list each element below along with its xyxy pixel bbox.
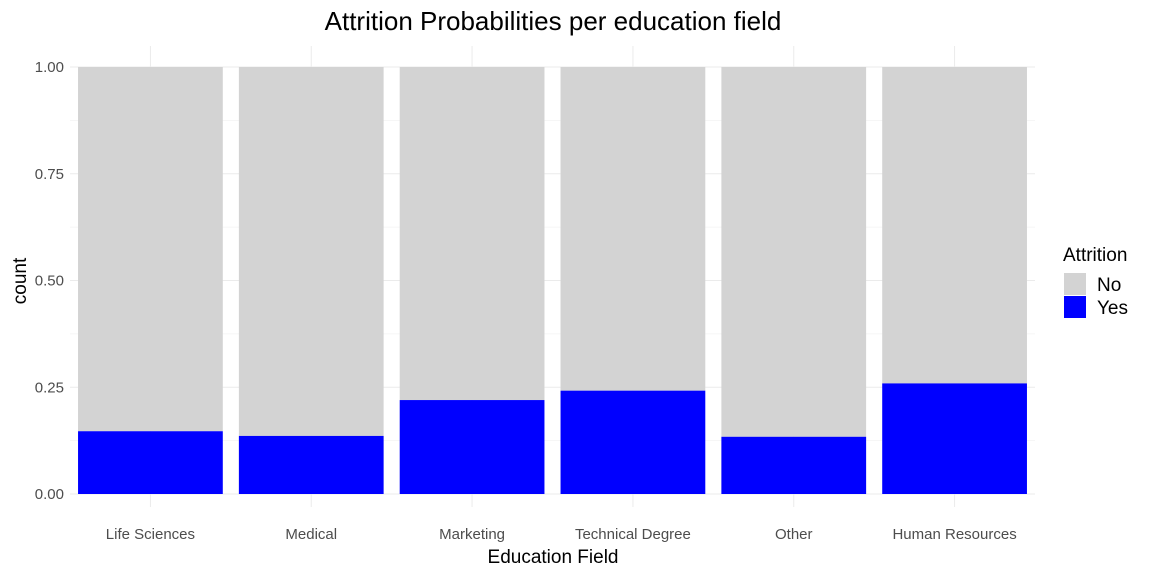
legend-title: Attrition bbox=[1063, 245, 1127, 266]
bars bbox=[78, 67, 1027, 494]
bar-yes-5 bbox=[882, 383, 1027, 494]
legend-label-no: No bbox=[1097, 275, 1121, 296]
x-tick-label: Marketing bbox=[439, 526, 505, 543]
bar-yes-4 bbox=[721, 436, 867, 494]
x-tick-label: Life Sciences bbox=[106, 526, 195, 543]
legend-label-yes: Yes bbox=[1097, 298, 1128, 319]
x-axis-ticks: Life Sciences Medical Marketing Technical D… bbox=[106, 526, 1017, 543]
bar-yes-3 bbox=[560, 390, 706, 494]
x-tick-label: Medical bbox=[285, 526, 337, 543]
bar-no-0 bbox=[78, 67, 223, 432]
bar-yes-1 bbox=[238, 435, 384, 494]
x-tick-label: Human Resources bbox=[892, 526, 1016, 543]
y-tick-label: 0.25 bbox=[35, 379, 64, 396]
y-axis-title: count bbox=[10, 257, 31, 304]
legend-key-yes bbox=[1064, 296, 1086, 318]
chart-title: Attrition Probabilities per education fi… bbox=[325, 6, 782, 36]
y-tick-label: 1.00 bbox=[35, 59, 64, 76]
x-axis-title: Education Field bbox=[488, 547, 619, 568]
bar-no-3 bbox=[560, 67, 706, 391]
y-tick-label: 0.75 bbox=[35, 166, 64, 183]
x-tick-label: Technical Degree bbox=[575, 526, 691, 543]
bar-no-2 bbox=[399, 67, 545, 401]
bar-yes-0 bbox=[78, 431, 223, 494]
y-tick-label: 0.50 bbox=[35, 273, 64, 290]
x-tick-label: Other bbox=[775, 526, 813, 543]
y-axis-ticks: 0.00 0.25 0.50 0.75 1.00 bbox=[35, 59, 64, 503]
bar-yes-2 bbox=[399, 400, 545, 494]
bar-no-1 bbox=[238, 67, 384, 436]
bar-no-4 bbox=[721, 67, 867, 437]
bar-no-5 bbox=[882, 67, 1027, 384]
legend-key-no bbox=[1064, 273, 1086, 295]
y-tick-label: 0.00 bbox=[35, 486, 64, 503]
